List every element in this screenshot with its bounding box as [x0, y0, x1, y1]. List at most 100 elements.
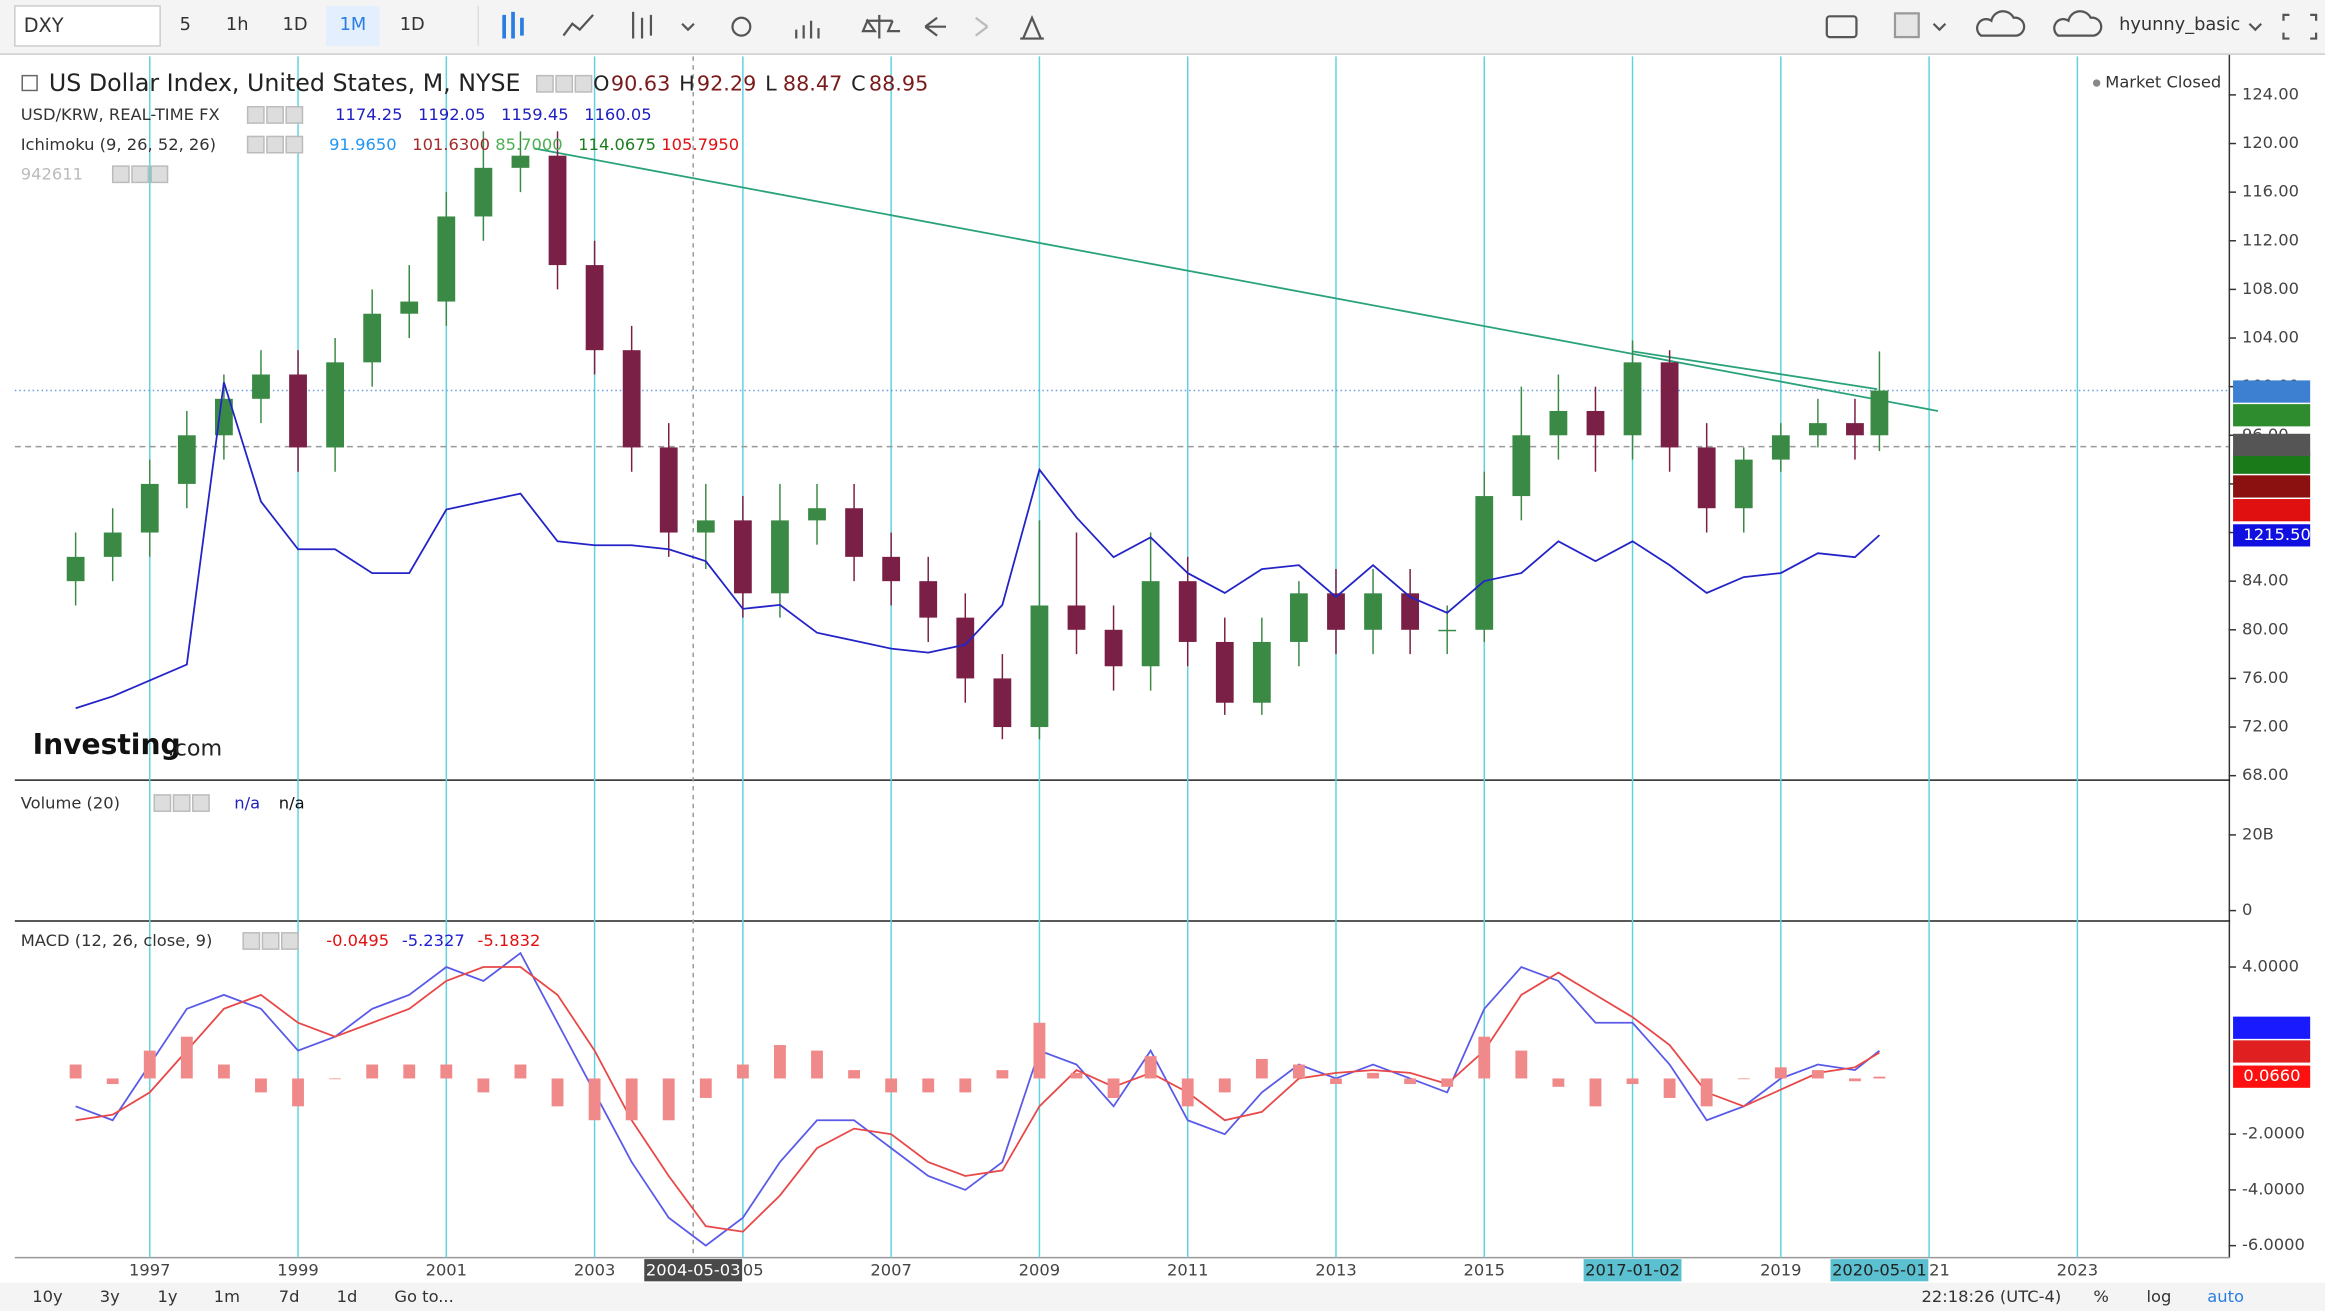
candle-body [622, 350, 641, 448]
range-button[interactable]: 1m [214, 1287, 240, 1306]
range-button[interactable]: 3y [100, 1287, 120, 1306]
user-dropdown[interactable] [2248, 22, 2263, 32]
undo-icon[interactable] [924, 16, 947, 37]
ohlc-key: O [593, 72, 609, 96]
range-button[interactable]: 1y [158, 1287, 178, 1306]
snapshot-icon[interactable] [1825, 15, 1858, 39]
symbol[interactable]: DXY [24, 14, 64, 37]
interval-button[interactable]: 1M [340, 14, 367, 35]
interval-button[interactable]: 1h [226, 14, 249, 35]
fullscreen-icon[interactable] [2282, 13, 2318, 40]
y-tick-label: 104.00 [2242, 328, 2299, 347]
candle-body [1364, 593, 1382, 630]
range-button[interactable]: 10y [32, 1287, 63, 1306]
legend-button[interactable] [536, 74, 554, 93]
legend-button[interactable] [285, 106, 304, 124]
x-highlight-box [1830, 1259, 1929, 1282]
candle-body [1808, 423, 1827, 436]
legend-button[interactable] [172, 794, 191, 812]
range-button[interactable]: 1d [337, 1287, 358, 1306]
candle-body [548, 155, 567, 266]
legend-button[interactable] [574, 74, 593, 93]
x-tick-label: 2023 [2057, 1260, 2098, 1279]
candle-body [1697, 447, 1716, 509]
scale-option[interactable]: auto [2207, 1287, 2244, 1306]
candle-body [1030, 605, 1049, 728]
macd-histogram-bar [1626, 1078, 1639, 1085]
legend-button[interactable] [266, 106, 284, 124]
trend-line [1632, 350, 1878, 390]
legend-button[interactable] [131, 165, 150, 184]
save-icon[interactable] [2053, 10, 2103, 37]
symbol-box[interactable] [14, 5, 161, 47]
legend-button[interactable] [153, 794, 172, 812]
ohlc-key: C [851, 72, 865, 96]
settings-icon[interactable] [731, 16, 752, 37]
candle-body [1252, 641, 1271, 703]
bars-icon[interactable] [632, 11, 653, 39]
legend-button[interactable] [280, 932, 299, 950]
user-name[interactable]: hyunny_basic [2119, 14, 2240, 35]
indicators-icon[interactable] [795, 20, 820, 39]
x-highlight-label: 2020-05-01 [1832, 1260, 1927, 1279]
x-highlight-box [644, 1259, 743, 1282]
legend-button[interactable] [266, 135, 284, 154]
status-dot [2092, 79, 2101, 87]
goto-button[interactable]: Go to... [394, 1287, 453, 1306]
x-tick-label: 2019 [1760, 1260, 1801, 1279]
legend-button[interactable] [261, 932, 280, 950]
y-tick-label: 76.00 [2242, 668, 2289, 687]
interval-button[interactable]: 5 [180, 14, 191, 35]
candle-body [882, 556, 901, 582]
y-tick-label: -4.0000 [2242, 1179, 2305, 1198]
indicator-value: 1159.45 [501, 105, 568, 124]
collapse-button[interactable] [21, 74, 38, 92]
macd-histogram-bar [1144, 1056, 1157, 1079]
candle-body [1067, 605, 1086, 630]
x-tick-label: 2007 [870, 1260, 911, 1279]
candle-body [1549, 410, 1568, 436]
range-button[interactable]: 7d [279, 1287, 300, 1306]
interval-button[interactable]: 1D [283, 14, 308, 35]
redo-icon[interactable] [975, 16, 989, 37]
y-tick-label: 20B [2242, 824, 2274, 843]
macd-histogram-bar [180, 1036, 193, 1079]
axis-tag [2233, 380, 2311, 403]
compare-icon[interactable] [861, 14, 901, 39]
macd-histogram-bar [551, 1078, 564, 1107]
macd-line [75, 966, 1880, 1233]
scale-option[interactable]: log [2147, 1287, 2172, 1306]
candle-body [289, 374, 307, 448]
candle-body [1141, 581, 1160, 667]
interval-button[interactable]: 1D [400, 14, 425, 35]
macd-histogram-bar [366, 1064, 379, 1079]
macd-histogram-bar [1330, 1078, 1342, 1085]
clock: 22:18:26 (UTC-4) [1922, 1287, 2062, 1306]
legend-button[interactable] [150, 165, 169, 184]
legend-button[interactable] [285, 135, 304, 154]
legend-button[interactable] [111, 165, 130, 184]
legend-button[interactable] [192, 794, 210, 812]
load-icon[interactable] [1976, 10, 2026, 37]
layout-icon[interactable] [1893, 12, 1920, 39]
legend-button[interactable] [246, 106, 265, 124]
legend-button[interactable] [555, 74, 574, 93]
candle-body [1870, 390, 1889, 436]
candle-body [659, 447, 678, 533]
line-icon[interactable] [562, 14, 594, 37]
dropdown-icon[interactable] [681, 22, 695, 32]
candle-body [1623, 362, 1642, 436]
alert-icon[interactable] [1020, 14, 1044, 40]
macd-histogram-bar [1774, 1067, 1787, 1079]
toolbar-icons [477, 5, 2318, 46]
legend-button[interactable] [242, 932, 261, 950]
scale-option[interactable]: % [2093, 1287, 2108, 1306]
macd-line [75, 951, 1880, 1247]
legend-value: n/a [279, 793, 305, 812]
y-tick-label: 124.00 [2242, 84, 2299, 103]
legend-button[interactable] [246, 135, 265, 154]
legend-value: -0.0495 [326, 931, 389, 950]
candles-icon[interactable] [502, 11, 524, 39]
layout-dropdown[interactable] [1932, 22, 1947, 32]
candle-body [1475, 496, 1494, 630]
